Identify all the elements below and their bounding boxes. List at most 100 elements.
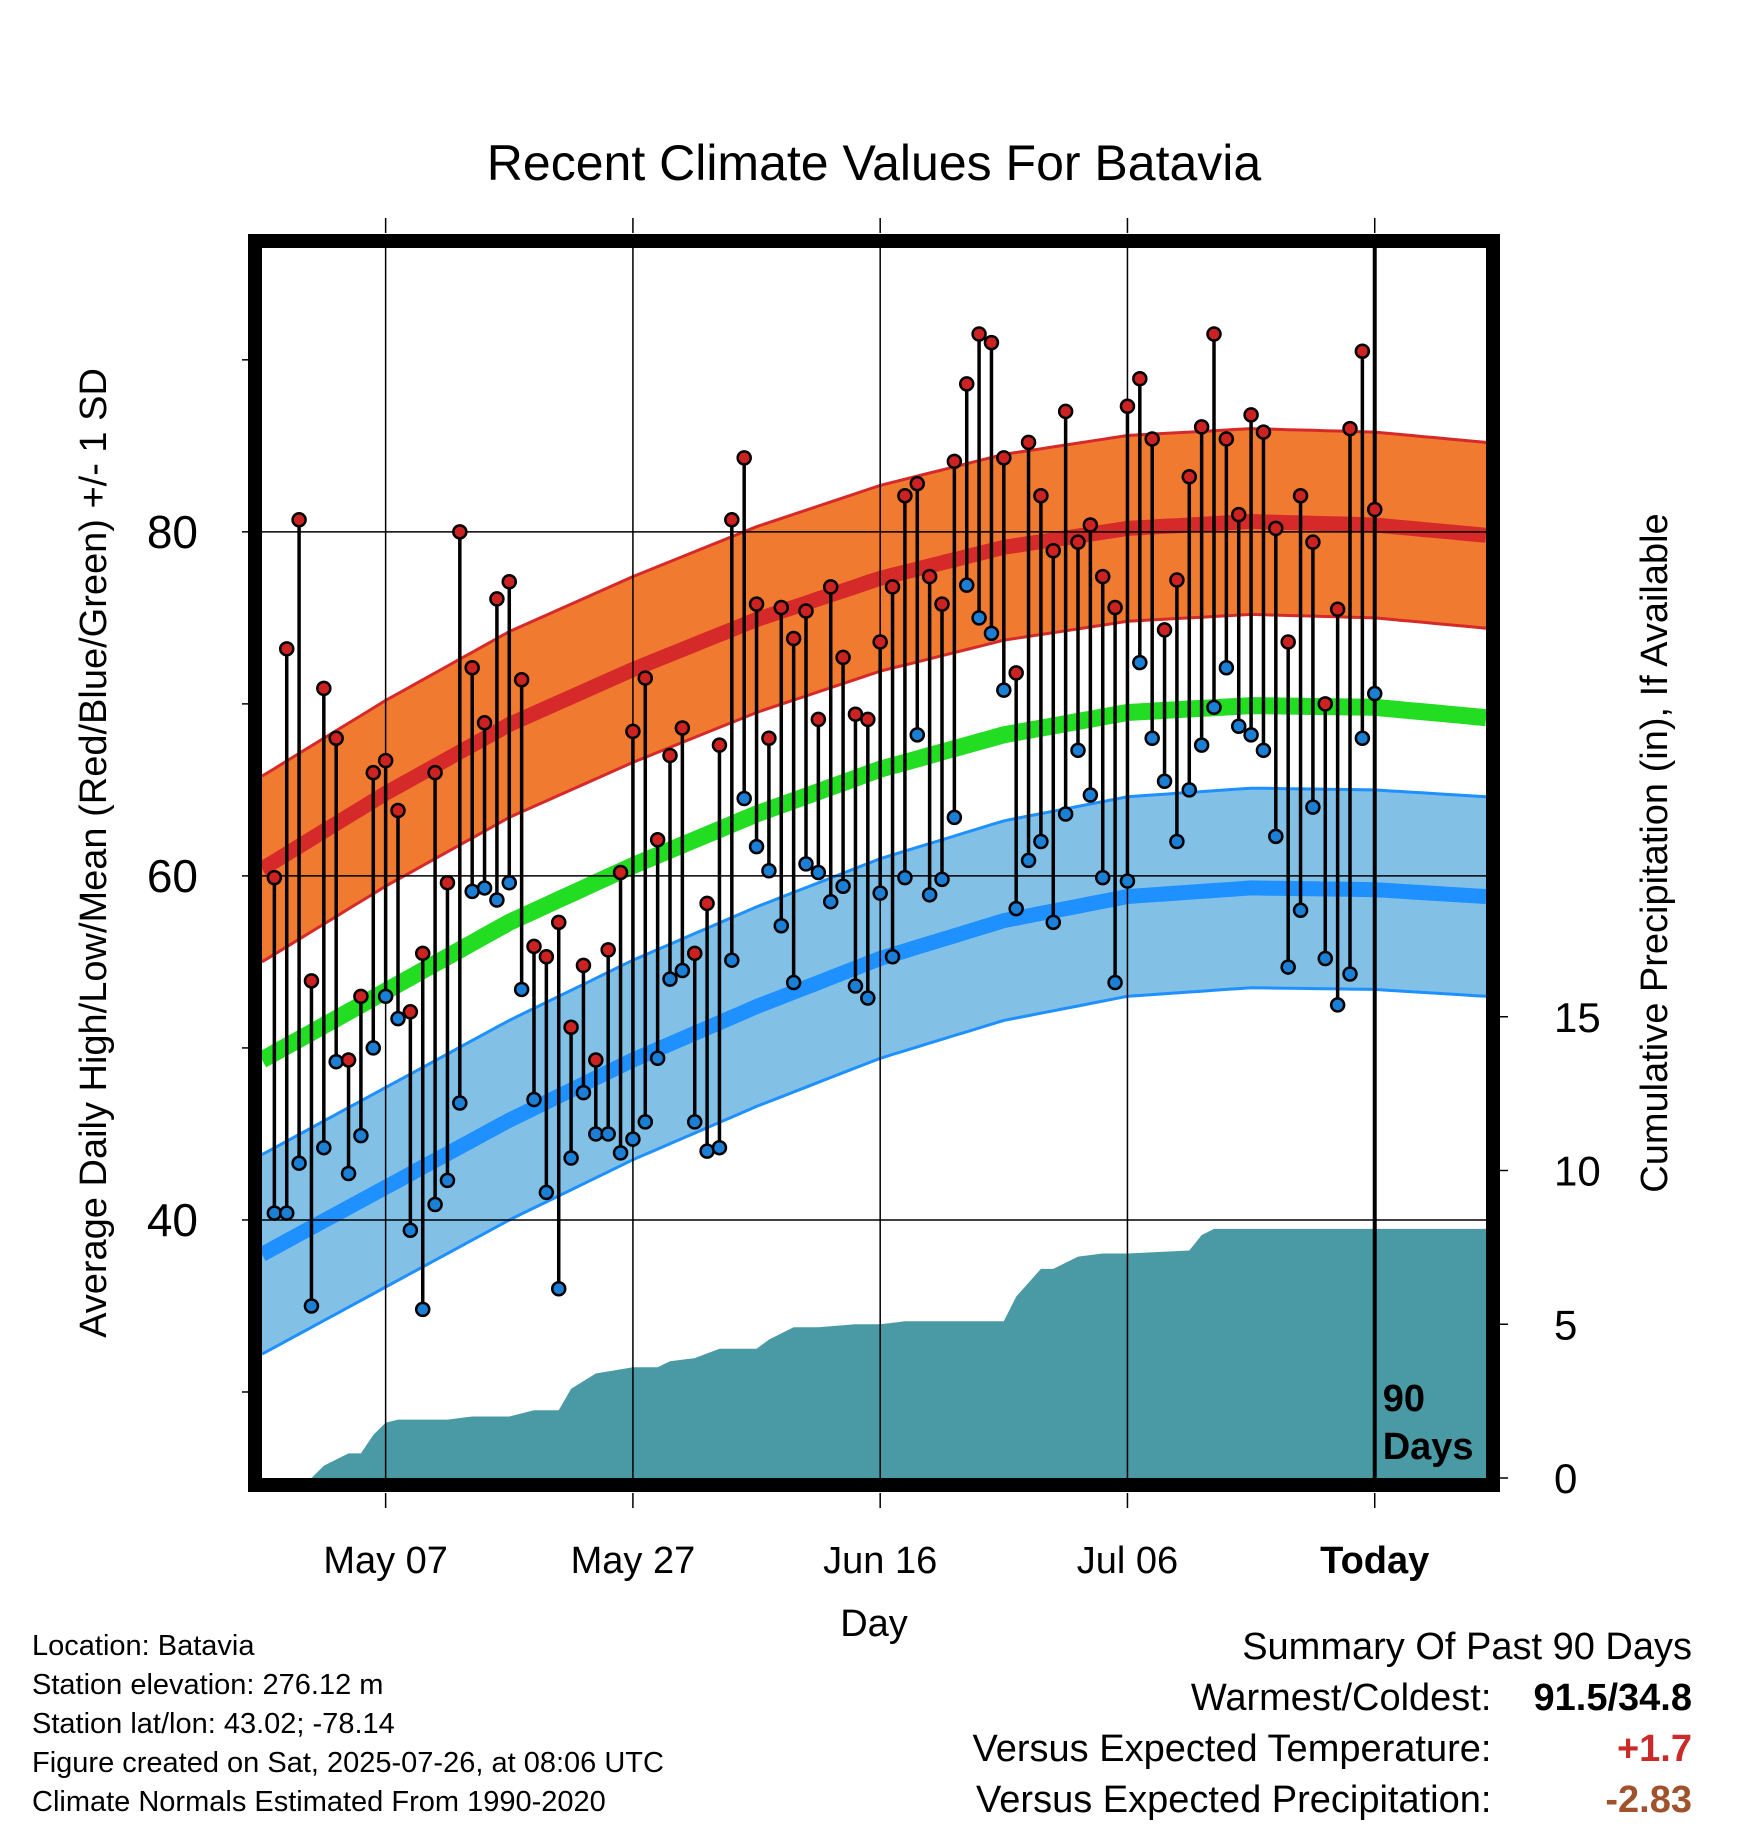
daily-high-point [365,764,382,781]
precip-value: -2.83 [1605,1779,1692,1821]
daily-high-point [835,649,851,666]
daily-low-point [464,883,480,900]
daily-high-point [1020,434,1037,451]
daily-high-point [761,730,777,747]
daily-high-point [452,524,468,540]
daily-high-point [711,737,728,753]
daily-low-point [1354,730,1371,747]
daily-high-point [897,487,913,504]
daily-high-point [686,945,703,962]
daily-low-point [996,682,1012,698]
daily-low-point [1144,730,1160,747]
daily-high-point [501,573,518,590]
daily-high-point [1243,407,1259,423]
daily-low-point [847,978,864,994]
daily-high-point [625,723,641,740]
daily-high-point [884,579,901,595]
y2-tick-label: 10 [1554,1148,1601,1195]
daily-low-point [1033,833,1049,850]
daily-high-point [266,869,283,886]
daily-high-point [1305,534,1321,550]
summary-precip-row: Versus Expected Precipitation: -2.83 [973,1775,1692,1826]
daily-low-point [971,610,987,626]
daily-high-point [464,659,480,676]
daily-high-point [971,326,987,342]
chart-title: Recent Climate Values For Batavia [487,135,1262,191]
daily-high-point [674,720,691,736]
daily-low-point [662,971,678,987]
daily-low-point [872,885,888,901]
daily-high-point [934,596,950,612]
daily-high-point [798,603,814,619]
daily-high-point [649,832,666,848]
daily-high-point [1193,419,1210,435]
daily-high-point [1342,420,1358,437]
daily-high-point [872,634,888,650]
daily-high-point [1366,501,1383,518]
daily-low-point [773,918,790,934]
high-sd-upper-line [262,427,1486,778]
daily-low-point [1181,782,1198,798]
daily-low-point [1119,873,1136,889]
daily-high-point [785,630,802,647]
low-sd-band [262,788,1486,1355]
daily-high-point [340,1052,357,1068]
daily-low-point [909,727,926,743]
summary-title: Summary Of Past 90 Days [1242,1626,1692,1668]
daily-high-point [1329,601,1346,618]
daily-low-point [365,1040,382,1056]
daily-high-point [1280,634,1296,650]
precip-label: Versus Expected Precipitation: [976,1779,1492,1821]
daily-low-point [649,1050,666,1067]
daily-low-point [724,952,740,968]
daily-low-point [588,1126,604,1142]
x-tick-label: May 07 [323,1540,448,1582]
daily-high-point [958,376,975,392]
daily-high-point [588,1052,604,1068]
y2-tick-label: 0 [1554,1455,1577,1502]
daily-high-point [1094,568,1111,585]
axes: 40 60 80 0 5 10 15 May 07 May 27 Jun 16 Jul 06 Toda… [147,218,1601,1582]
daily-low-point [550,1281,567,1297]
daily-high-point [278,641,295,657]
daily-high-point [1107,599,1123,616]
x-tick-label: Jun 16 [823,1540,937,1582]
daily-high-point [1206,326,1222,342]
daily-high-point [1045,543,1062,559]
daily-low-point [439,1172,456,1189]
daily-low-point [1280,959,1296,975]
daily-low-point [884,949,901,965]
daily-low-point [637,1114,654,1130]
daily-low-point [1070,742,1086,759]
daily-high-point [513,672,530,688]
daily-low-point [414,1301,431,1318]
daily-low-point [1107,974,1123,991]
daily-low-point [1169,833,1185,850]
daily-high-point [847,706,864,722]
daily-low-point [686,1114,703,1130]
location-text: Location: Batavia [32,1630,255,1662]
daily-high-point [563,1019,579,1036]
daily-high-point [1169,572,1185,588]
warmest-coldest-label: Warmest/Coldest: [1190,1677,1492,1719]
daily-low-point [1342,966,1358,982]
daily-high-point [427,764,443,781]
daily-high-point [662,747,678,764]
daily-high-point [773,599,790,616]
daily-high-point [1218,431,1235,447]
normal-high-line [262,513,1486,876]
daily-low-point [563,1150,579,1166]
daily-low-point [452,1095,468,1111]
temp-value: +1.7 [1616,1728,1692,1770]
daily-low-point [1008,900,1024,917]
daily-high-point [1181,469,1198,485]
daily-low-point [476,880,493,896]
daily-low-point [1206,699,1222,716]
y-tick-label: 60 [147,850,198,902]
normals-text: Climate Normals Estimated From 1990-2020 [32,1786,606,1818]
daily-low-point [575,1084,592,1101]
daily-high-point [1230,506,1247,523]
daily-low-point [390,1010,406,1027]
daily-high-point [316,680,332,697]
